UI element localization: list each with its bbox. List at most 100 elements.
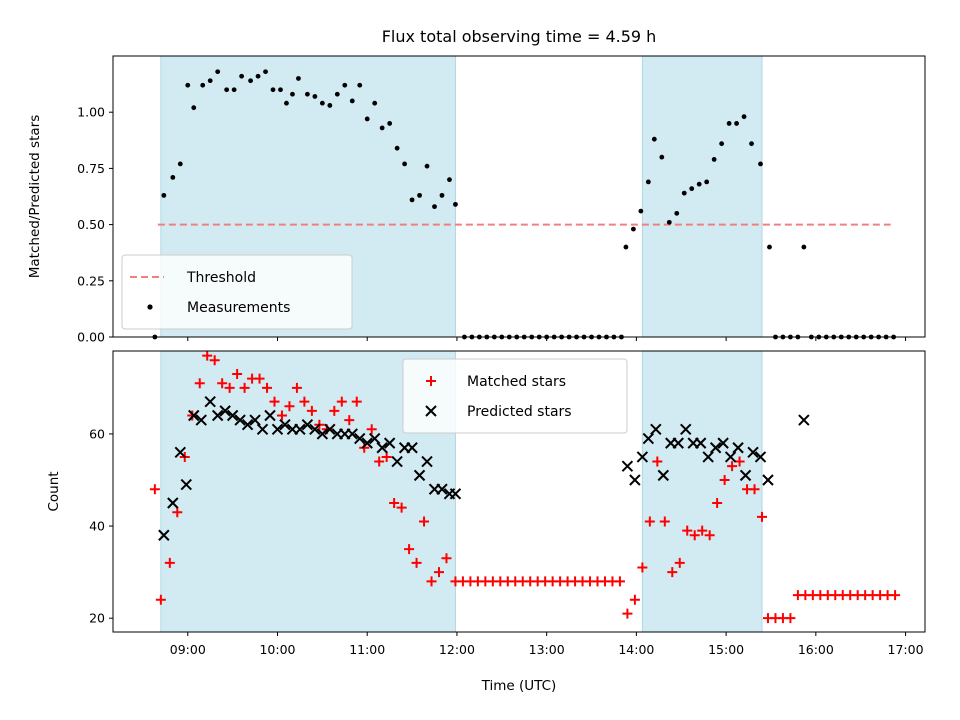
- legend-handle: [426, 376, 436, 386]
- x-tick-label: 15:00: [708, 642, 744, 657]
- x-tick-label: 14:00: [618, 642, 654, 657]
- data-point: [372, 100, 378, 106]
- data-point: [689, 530, 700, 541]
- legend-handle: [147, 304, 153, 310]
- y-tick-label: 40: [89, 519, 105, 534]
- data-point: [239, 382, 250, 393]
- data-point: [254, 373, 265, 384]
- data-point: [263, 69, 268, 75]
- data-point: [453, 201, 458, 207]
- data-point: [734, 456, 745, 467]
- data-point: [279, 418, 291, 431]
- data-point: [248, 78, 253, 84]
- data-point: [187, 410, 198, 421]
- data-point: [177, 161, 183, 167]
- legend: Matched stars Predicted stars: [402, 358, 628, 434]
- data-point: [749, 484, 760, 495]
- data-point: [381, 451, 392, 462]
- x-tick-label: 13:00: [529, 642, 565, 657]
- data-point: [334, 91, 340, 97]
- legend-label: Measurements: [187, 300, 290, 316]
- data-point: [629, 474, 641, 486]
- data-point: [194, 378, 205, 389]
- data-point: [757, 511, 768, 522]
- data-point: [215, 69, 221, 75]
- data-point: [217, 378, 228, 389]
- data-point: [767, 244, 772, 250]
- data-point: [374, 456, 385, 467]
- data-point: [234, 414, 246, 426]
- observing-window-2: [641, 55, 763, 338]
- data-point: [724, 451, 737, 463]
- data-point: [657, 469, 670, 482]
- data-point: [270, 87, 276, 93]
- x-tick-label: 09:00: [170, 642, 206, 657]
- data-point: [630, 226, 636, 232]
- data-point: [394, 145, 400, 151]
- data-point: [262, 382, 273, 393]
- data-point: [426, 576, 437, 587]
- data-point: [432, 204, 437, 210]
- data-point: [689, 186, 695, 192]
- data-point: [319, 100, 325, 106]
- y-tick-label: 0.50: [77, 217, 105, 232]
- data-point: [366, 424, 377, 435]
- data-point: [301, 418, 314, 431]
- data-point: [271, 423, 284, 436]
- legend-handle: [425, 405, 437, 417]
- data-point: [694, 437, 707, 449]
- x-tick-label: 17:00: [888, 642, 924, 657]
- data-point: [417, 192, 422, 198]
- data-point: [667, 567, 678, 578]
- data-point: [290, 91, 295, 97]
- data-point: [622, 608, 633, 619]
- data-point: [659, 154, 665, 160]
- data-point: [296, 76, 301, 81]
- data-point: [621, 460, 634, 472]
- data-point: [291, 382, 302, 393]
- data-point: [232, 369, 243, 380]
- data-point: [180, 478, 192, 491]
- data-point: [402, 161, 408, 167]
- data-point: [200, 82, 206, 88]
- data-point: [316, 428, 329, 440]
- data-point: [284, 100, 289, 106]
- data-point: [623, 244, 629, 250]
- data-point: [306, 405, 317, 416]
- data-point: [312, 94, 318, 99]
- data-point: [387, 121, 393, 126]
- data-point: [239, 73, 245, 79]
- y-tick-label: 0.75: [77, 161, 105, 176]
- data-point: [680, 423, 692, 436]
- x-tick-label: 16:00: [798, 642, 834, 657]
- data-point: [188, 409, 200, 422]
- data-point: [702, 451, 714, 463]
- data-point: [207, 78, 213, 84]
- data-point: [161, 192, 167, 198]
- data-point: [749, 141, 754, 147]
- data-point: [172, 507, 183, 518]
- y-tick-label: 1.00: [77, 105, 105, 120]
- data-point: [191, 105, 197, 111]
- data-point: [354, 432, 366, 445]
- data-point: [164, 557, 175, 568]
- data-point: [409, 197, 415, 203]
- data-point: [696, 181, 702, 187]
- data-point: [359, 442, 370, 453]
- top-panel: 0.00 0.25 0.50 0.75 1.00 Matched/Predicted st…: [27, 55, 926, 345]
- data-point: [747, 446, 759, 459]
- data-point: [704, 530, 715, 541]
- data-point: [204, 395, 216, 408]
- data-point: [195, 414, 207, 426]
- data-point: [650, 423, 662, 436]
- data-point: [447, 177, 452, 183]
- data-point: [211, 409, 224, 422]
- data-point: [241, 418, 254, 431]
- plot-frame: [112, 350, 926, 633]
- legend-box: [121, 254, 353, 330]
- data-point: [202, 350, 213, 361]
- series-matched-stars: [149, 350, 901, 624]
- legend-box: [402, 358, 628, 434]
- data-point: [396, 502, 407, 513]
